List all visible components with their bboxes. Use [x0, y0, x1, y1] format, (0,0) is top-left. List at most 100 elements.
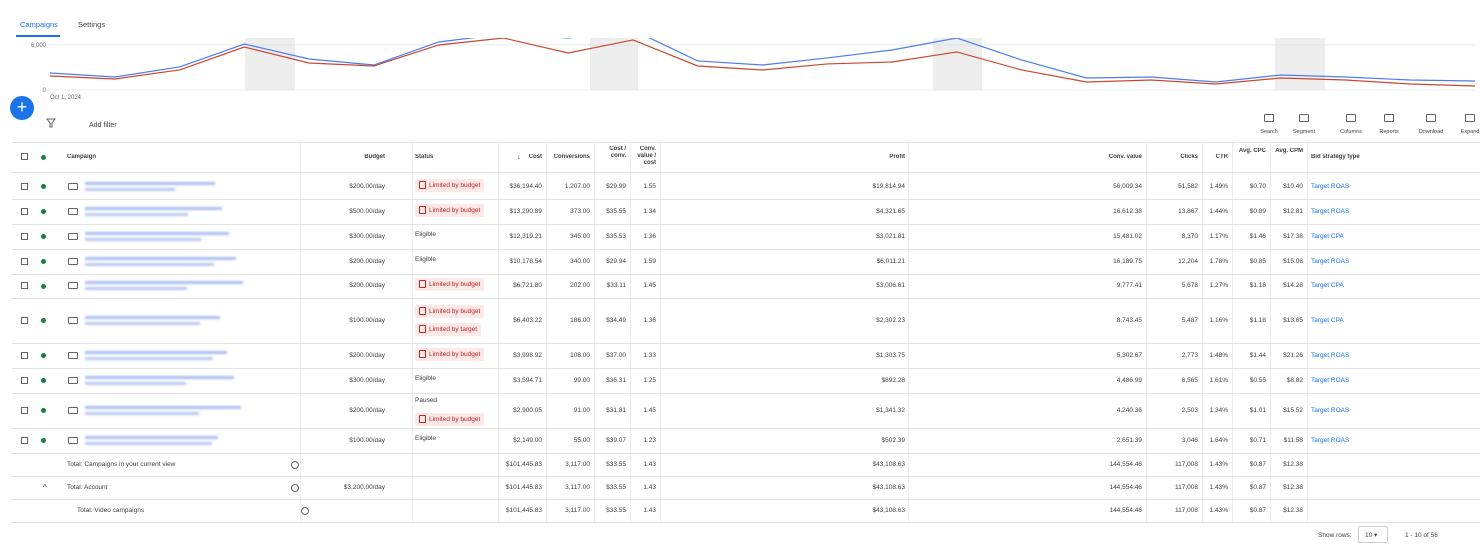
metric: 1.36: [643, 232, 656, 240]
metric: 1.64%: [1209, 436, 1228, 444]
row-checkbox[interactable]: [21, 406, 28, 414]
row-divider: [12, 199, 1480, 200]
bid-strategy[interactable]: Target ROAS: [1311, 207, 1350, 215]
bid-strategy[interactable]: Target ROAS: [1311, 182, 1350, 190]
rows-select[interactable]: 10 ▾: [1358, 526, 1388, 543]
bid-strategy[interactable]: Target CPA: [1311, 316, 1344, 324]
campaign-name-blurred[interactable]: [85, 411, 199, 415]
column-header[interactable]: Conv. value: [1108, 154, 1142, 160]
budget: $200.00/day: [349, 282, 385, 289]
row-checkbox[interactable]: [21, 316, 28, 324]
metric: 1.45: [643, 406, 656, 414]
metric: 144,554.46: [1109, 483, 1142, 491]
metric: $4,321.65: [876, 207, 905, 215]
campaign-name-blurred[interactable]: [85, 181, 215, 185]
tab-campaigns[interactable]: Campaigns: [20, 20, 58, 29]
campaign-name-blurred[interactable]: [85, 212, 188, 216]
toolbar-icon[interactable]: [1465, 114, 1475, 122]
row-checkbox[interactable]: [21, 436, 28, 444]
toolbar-label[interactable]: Segment: [1292, 129, 1315, 135]
row-checkbox[interactable]: [21, 257, 28, 265]
header-checkbox[interactable]: [21, 153, 28, 160]
metric: $3,006.61: [876, 282, 905, 289]
column-header[interactable]: Bid strategy type: [1311, 154, 1360, 160]
column-header[interactable]: Cost: [528, 154, 542, 160]
row-checkbox[interactable]: [21, 282, 28, 289]
bid-strategy[interactable]: Target CPA: [1311, 282, 1344, 289]
metric: 91.00: [573, 406, 590, 414]
bid-strategy[interactable]: Target ROAS: [1311, 351, 1350, 359]
campaign-name-blurred[interactable]: [85, 381, 186, 385]
campaign-name-blurred[interactable]: [85, 435, 218, 439]
campaign-name-blurred[interactable]: [85, 405, 241, 409]
bid-strategy[interactable]: Target ROAS: [1311, 436, 1350, 444]
bid-strategy[interactable]: Target CPA: [1311, 232, 1344, 240]
row-checkbox[interactable]: [21, 376, 28, 384]
column-header[interactable]: Cost / conv.: [609, 146, 626, 159]
info-icon: [301, 506, 309, 515]
campaign-name-blurred[interactable]: [85, 315, 220, 319]
campaign-name-blurred[interactable]: [85, 262, 214, 266]
bid-strategy[interactable]: Target ROAS: [1311, 376, 1350, 384]
toolbar-icon[interactable]: [1384, 114, 1394, 122]
metric: $37.00: [606, 351, 626, 359]
campaign-name-blurred[interactable]: [85, 231, 229, 235]
campaign-name-blurred[interactable]: [85, 350, 227, 354]
campaign-type-icon: [68, 257, 78, 265]
campaign-name-blurred[interactable]: [85, 187, 175, 191]
collapse-icon[interactable]: ^: [43, 482, 47, 492]
metric: 186.00: [570, 316, 590, 324]
toolbar-label[interactable]: Download: [1418, 129, 1444, 135]
campaign-name-blurred[interactable]: [85, 281, 243, 284]
budget: $300.00/day: [349, 232, 385, 240]
toolbar-label[interactable]: Columns: [1340, 129, 1362, 135]
metric: 117,008: [1174, 483, 1198, 491]
metric: 13,867: [1178, 207, 1198, 215]
campaign-name-blurred[interactable]: [85, 256, 236, 260]
column-header[interactable]: Avg. CPC: [1238, 148, 1266, 154]
toolbar-label[interactable]: Search: [1260, 129, 1278, 135]
toolbar-label[interactable]: Expand: [1460, 129, 1480, 135]
row-checkbox[interactable]: [21, 207, 28, 215]
metric: $2,302.23: [876, 316, 905, 324]
toolbar-label[interactable]: Reports: [1379, 129, 1399, 135]
status: Eligible: [415, 375, 498, 382]
campaign-name-blurred[interactable]: [85, 287, 187, 290]
column-header[interactable]: Conv. value / cost: [637, 146, 656, 166]
column-header[interactable]: Status: [415, 154, 434, 160]
column-header[interactable]: Campaign: [67, 154, 97, 160]
toolbar-icon[interactable]: [1426, 114, 1436, 122]
metric: $1,303.75: [876, 351, 905, 359]
metric: 2,651.39: [1116, 436, 1142, 444]
bid-strategy[interactable]: Target ROAS: [1311, 406, 1350, 414]
column-header[interactable]: Profit: [889, 154, 905, 160]
bid-strategy[interactable]: Target ROAS: [1311, 257, 1350, 265]
row-checkbox[interactable]: [21, 182, 28, 190]
column-header[interactable]: Budget: [364, 154, 385, 160]
budget: $200.00/day: [349, 182, 385, 190]
show-rows-label: Show rows:: [1318, 532, 1352, 539]
add-button[interactable]: +: [10, 96, 34, 120]
metric: $0.87: [1249, 460, 1266, 468]
pager-range: 1 - 10 of 56: [1405, 532, 1438, 539]
toolbar-icon[interactable]: [1346, 114, 1356, 122]
series-line: [49, 38, 1476, 83]
column-header[interactable]: Avg. CPM: [1275, 148, 1303, 154]
campaign-name-blurred[interactable]: [85, 356, 213, 360]
campaign-name-blurred[interactable]: [85, 441, 212, 445]
campaign-name-blurred[interactable]: [85, 375, 234, 379]
row-checkbox[interactable]: [21, 351, 28, 359]
tab-settings[interactable]: Settings: [78, 20, 106, 29]
metric: 1.16%: [1209, 316, 1228, 324]
column-header[interactable]: CTR: [1215, 154, 1228, 160]
toolbar-icon[interactable]: [1299, 114, 1309, 122]
campaign-name-blurred[interactable]: [85, 206, 222, 210]
campaign-name-blurred[interactable]: [85, 237, 201, 241]
filter-icon[interactable]: [46, 118, 56, 128]
row-checkbox[interactable]: [21, 232, 28, 240]
campaign-name-blurred[interactable]: [85, 321, 200, 325]
add-filter[interactable]: Add filter: [89, 122, 117, 129]
column-header[interactable]: Conversions: [553, 154, 590, 160]
toolbar-icon[interactable]: [1264, 114, 1274, 122]
column-header[interactable]: Clicks: [1180, 154, 1198, 160]
